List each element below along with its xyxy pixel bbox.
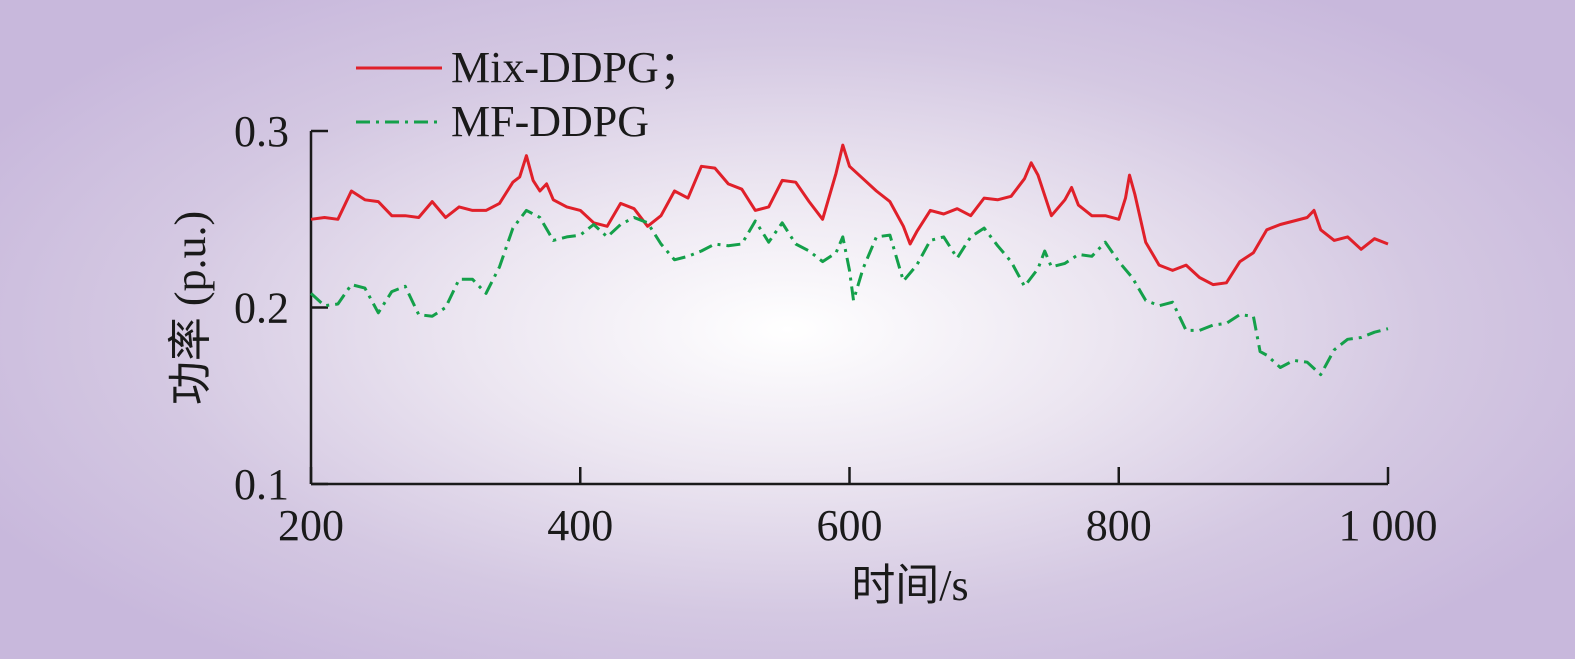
x-tick-label: 1 000 — [1339, 501, 1438, 550]
y-tick-label: 0.3 — [234, 107, 289, 156]
x-tick-label: 800 — [1086, 501, 1152, 550]
y-axis-title: 功率 (p.u.) — [166, 211, 215, 405]
x-tick-label: 400 — [547, 501, 613, 550]
x-tick-label: 600 — [817, 501, 883, 550]
series-line-1 — [310, 143, 1389, 287]
x-axis-title: 时间/s — [851, 561, 968, 610]
series-layer — [309, 143, 1389, 377]
x-tick-label: 200 — [278, 501, 344, 550]
legend-label-1: Mix-DDPG； — [451, 43, 703, 92]
legend: Mix-DDPG； MF-DDPG — [356, 43, 703, 146]
axes — [309, 129, 1390, 486]
legend-label-2: MF-DDPG — [451, 97, 649, 146]
series-line-2 — [309, 208, 1389, 377]
y-tick-label: 0.1 — [234, 460, 289, 509]
tick-labels: 200 400 600 800 1 000 0.1 0.2 0.3 — [234, 107, 1438, 550]
y-tick-label: 0.2 — [234, 284, 289, 333]
